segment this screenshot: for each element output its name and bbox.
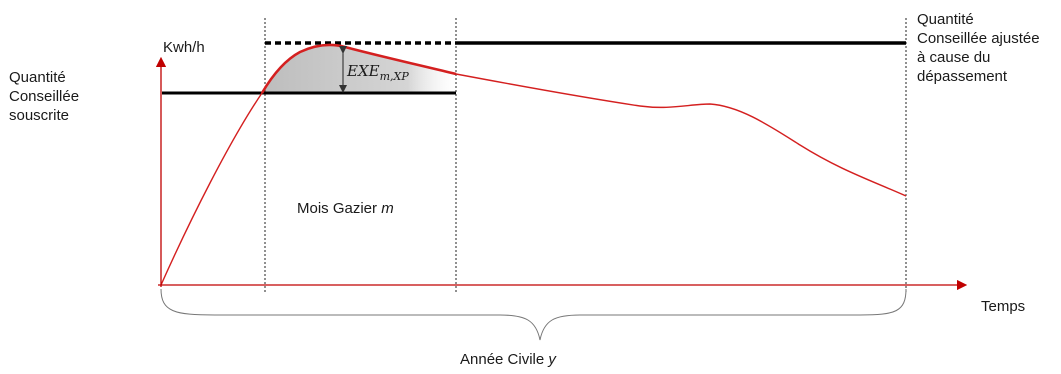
- civil-year-prefix: Année Civile: [460, 351, 549, 368]
- excess-curve-highlight: [260, 43, 457, 94]
- x-axis-label: Temps: [981, 298, 1026, 315]
- y-axis-label: Kwh/h: [163, 39, 205, 56]
- adjusted-quantity-label: Quantité Conseillée ajustée à cause du d…: [917, 11, 1040, 85]
- civil-year-brace: [160, 288, 907, 341]
- excess-label: EXEm,XP: [346, 62, 409, 83]
- gas-month-variable: m: [381, 200, 394, 217]
- gas-month-prefix: Mois Gazier: [297, 200, 382, 217]
- civil-year-variable: y: [548, 351, 556, 368]
- excess-area: [262, 44, 456, 93]
- subscribed-quantity-label: Quantité Conseillée souscrite: [9, 69, 80, 124]
- gas-month-label: Mois Gazier m: [297, 199, 394, 218]
- civil-year-label: Année Civile y: [460, 350, 556, 369]
